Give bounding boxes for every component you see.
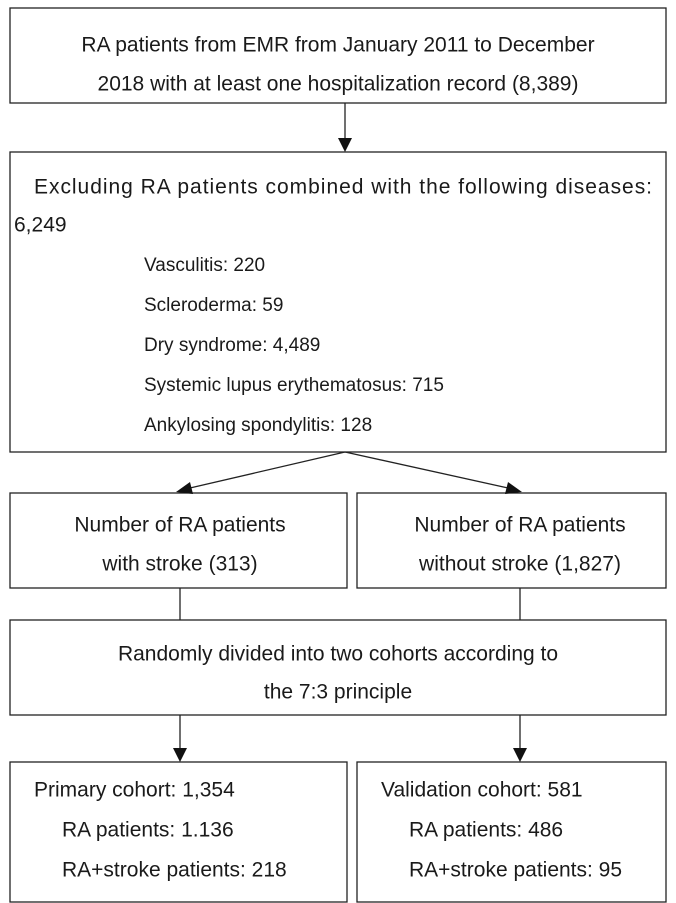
box-text: Number of RA patients (74, 514, 285, 537)
with-stroke-box (9, 492, 348, 589)
list-item: Scleroderma: 59 (144, 295, 283, 316)
box-text: 2018 with at least one hospitalization r… (98, 73, 579, 96)
box-text: with stroke (313) (101, 553, 257, 576)
arrowhead (505, 482, 522, 494)
arrowhead (176, 482, 193, 494)
primary-box (9, 761, 348, 903)
box-text: RA patients from EMR from January 2011 t… (81, 34, 594, 57)
validation-box (356, 761, 667, 903)
box-text: RA patients: 1.136 (62, 819, 234, 842)
box-text: Excluding RA patients combined with the … (34, 176, 652, 199)
box-text: without stroke (1,827) (418, 553, 621, 576)
box-text: 6,249 (14, 214, 67, 237)
box-text: the 7:3 principle (264, 681, 412, 704)
arrowhead (338, 138, 352, 152)
arrowhead (173, 748, 187, 762)
box-text: Number of RA patients (414, 514, 625, 537)
connector (344, 451, 509, 489)
list-item: Ankylosing spondylitis: 128 (144, 415, 372, 436)
list-item: Vasculitis: 220 (144, 255, 265, 276)
without-stroke-box (356, 492, 667, 589)
box-text: RA+stroke patients: 95 (409, 859, 622, 882)
source-box (9, 7, 667, 104)
box-text: Primary cohort: 1,354 (34, 779, 235, 802)
arrowhead (513, 748, 527, 762)
list-item: Systemic lupus erythematosus: 715 (144, 375, 444, 396)
box-text: RA patients: 486 (409, 819, 563, 842)
list-item: Dry syndrome: 4,489 (144, 335, 320, 356)
box-text: RA+stroke patients: 218 (62, 859, 287, 882)
box-text: Validation cohort: 581 (381, 779, 583, 802)
box-text: Randomly divided into two cohorts accord… (118, 643, 558, 666)
exclusion-box (9, 151, 667, 453)
connector (189, 451, 346, 489)
division-box (9, 619, 667, 716)
